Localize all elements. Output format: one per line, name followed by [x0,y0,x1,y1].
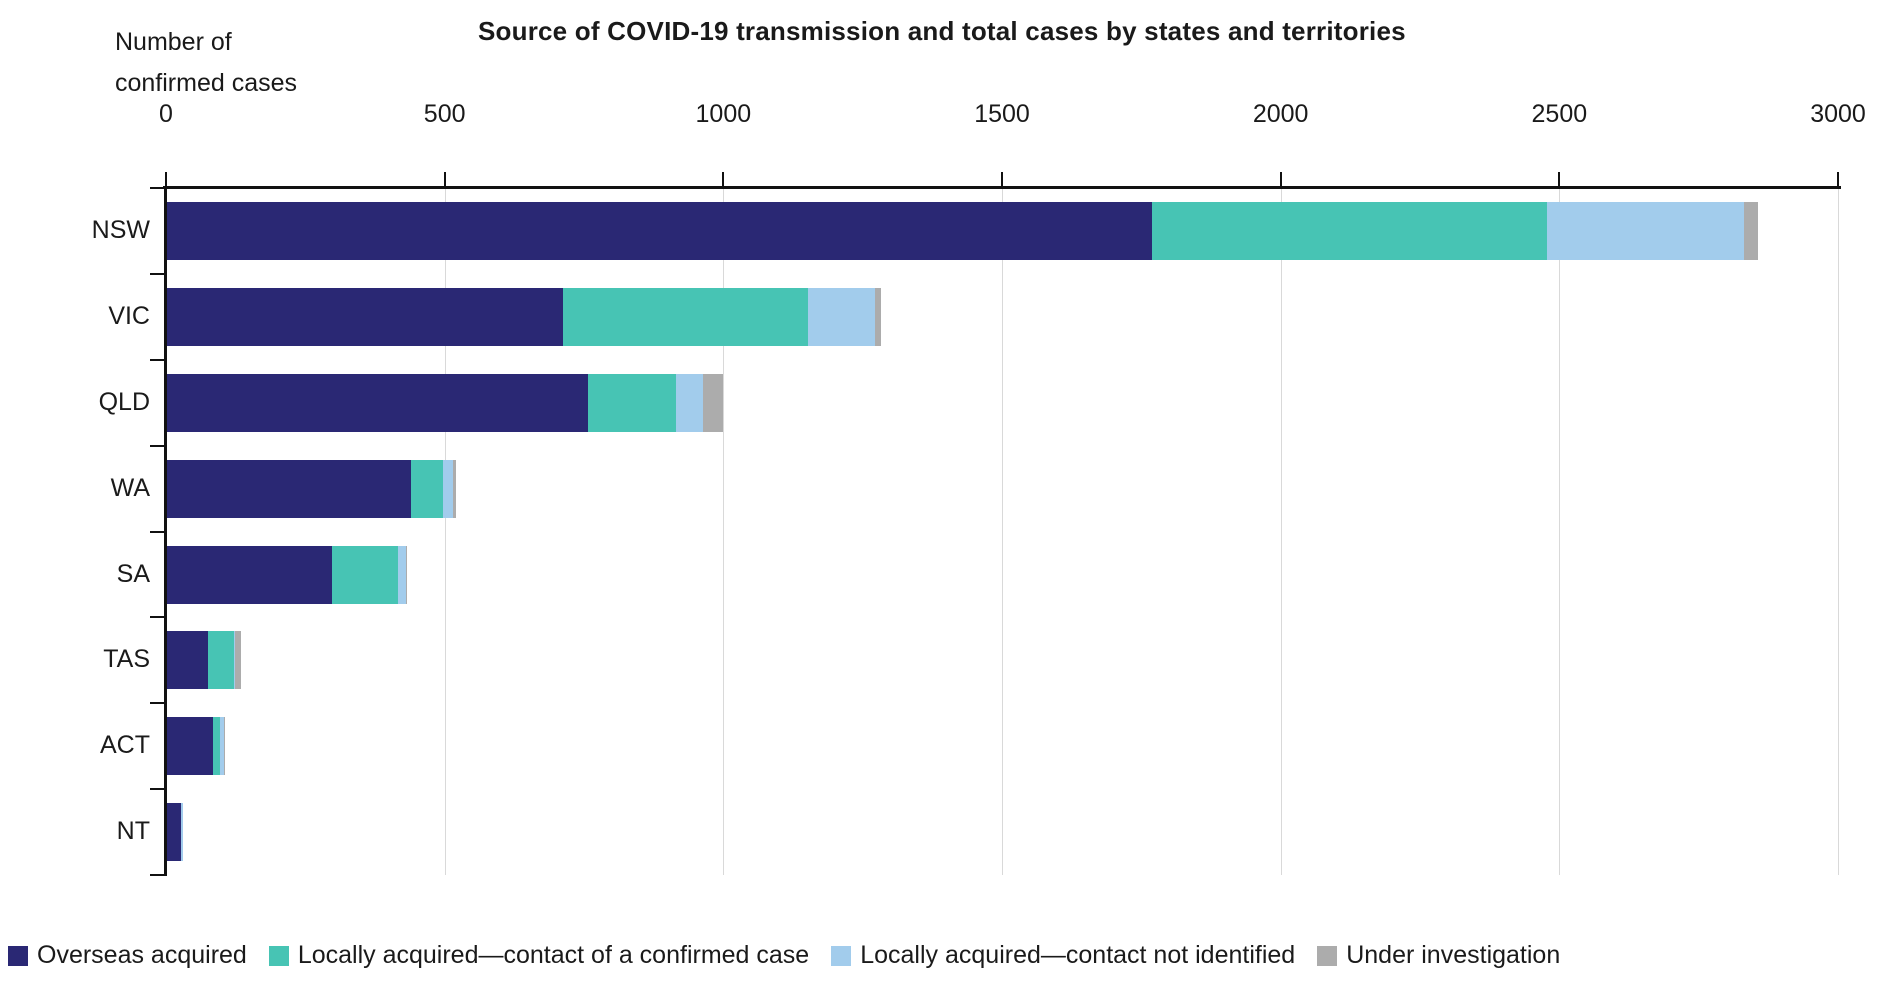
x-axis-unit-label-line1: Number of [115,28,232,56]
category-label-act: ACT [100,731,150,760]
y-axis-tick-mark [150,530,164,533]
x-axis-tick-label: 2000 [1252,100,1309,128]
bar-segment [1744,202,1759,260]
category-label-wa: WA [110,473,150,502]
x-axis-tick-mark [1837,172,1839,186]
x-axis-tick-label: 1500 [974,100,1030,128]
bar-segment [167,459,412,518]
legend-label: Locally acquired—contact not identified [860,941,1296,969]
category-label-tas: TAS [103,645,150,674]
legend-label: Overseas acquired [37,941,247,969]
bar-segment [331,545,399,604]
gridline-3000 [1838,189,1839,875]
bar-nt [167,803,183,862]
y-axis-tick-mark [150,444,164,447]
x-axis-unit-label: Number of confirmed cases [115,22,297,104]
bar-segment [442,459,453,518]
legend-item: Under investigation [1317,941,1560,970]
x-axis-tick-mark [1558,172,1561,186]
category-label-nt: NT [116,817,150,846]
category-label-sa: SA [116,559,150,588]
bar-segment [233,631,235,690]
y-axis-tick-mark [150,272,164,275]
x-axis-tick-label: 3000 [1810,100,1866,128]
x-axis-unit-label-line2: confirmed cases [115,69,298,97]
x-axis-line [163,186,1841,189]
gridline-2000 [1281,189,1282,875]
bar-segment [874,287,881,346]
bar-sa [167,545,408,604]
bar-segment [702,373,723,432]
x-axis-tick-label: 0 [159,100,173,128]
bar-vic [167,287,881,346]
x-axis-tick-label: 500 [423,100,466,128]
bar-wa [167,459,456,518]
bar-segment [167,803,182,862]
bar-qld [167,373,723,432]
bar-segment [167,545,332,604]
bar-segment [167,373,588,432]
bar-segment [1546,202,1745,260]
bar-segment [219,717,224,776]
y-axis-tick-mark [150,702,164,705]
bar-segment [167,631,209,690]
x-axis-tick-mark [443,172,446,186]
bar-segment [167,202,1152,260]
y-axis-tick-mark [150,874,164,876]
y-axis-tick-mark [150,358,164,361]
legend-swatch-icon [1317,945,1338,966]
bar-segment [452,459,456,518]
category-label-nsw: NSW [91,216,150,244]
legend-swatch-icon [831,945,852,966]
gridline-1500 [1002,189,1003,875]
bar-nsw [167,202,1759,260]
bar-segment [213,717,220,776]
bar-segment [167,717,214,776]
bar-segment [398,545,407,604]
legend-item: Locally acquired—contact of a confirmed … [268,941,810,970]
bar-segment [208,631,234,690]
bar-segment [563,287,808,346]
bar-segment [1151,202,1547,260]
bar-segment [807,287,875,346]
x-axis-tick-label: 1000 [695,100,752,128]
category-label-qld: QLD [98,387,150,416]
bar-segment [411,459,443,518]
bar-segment [234,631,242,690]
bar-segment [223,717,225,776]
y-axis-tick-mark [150,187,164,189]
bar-tas [167,631,242,690]
y-axis-tick-mark [150,616,164,619]
x-axis-tick-mark [1001,172,1003,186]
legend-label: Locally acquired—contact of a confirmed … [297,941,810,969]
category-label-vic: VIC [108,301,150,330]
legend-swatch-icon [268,945,289,966]
bar-segment [167,287,564,346]
bar-act [167,717,225,776]
gridline-1000 [723,189,724,875]
chart-title: Source of COVID-19 transmission and tota… [478,16,1406,46]
legend-item: Locally acquired—contact not identified [831,941,1295,970]
gridline-2500 [1559,189,1560,875]
y-axis-tick-mark [150,788,164,791]
y-axis-line [164,186,167,876]
bar-segment [406,545,408,604]
bar-segment [675,373,703,432]
legend: Overseas acquired Locally acquired—contac… [8,941,1560,970]
legend-swatch-icon [8,945,28,966]
x-axis-tick-label: 2500 [1531,100,1588,128]
x-axis-tick-mark [165,172,167,186]
x-axis-tick-mark [1279,172,1282,186]
bar-segment [587,373,676,432]
legend-label: Under investigation [1346,941,1561,969]
x-axis-tick-mark [722,172,725,186]
bar-segment [181,803,183,862]
legend-item: Overseas acquired [8,941,247,970]
gridline-500 [445,189,446,875]
